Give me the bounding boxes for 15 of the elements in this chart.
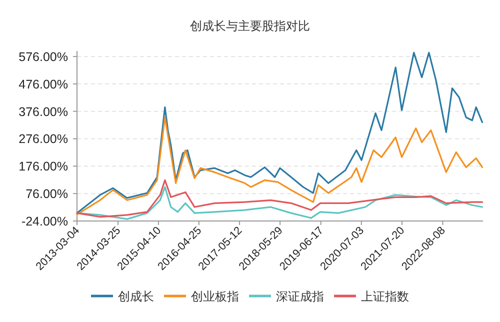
y-tick-label: 76.00%	[26, 187, 68, 202]
legend-label: 创业板指	[191, 290, 239, 304]
line-series	[76, 116, 484, 216]
line-series	[76, 52, 484, 214]
y-tick-label: 476.00%	[18, 77, 68, 92]
y-tick-label: 576.00%	[18, 50, 68, 64]
y-tick-label: 176.00%	[18, 160, 68, 174]
y-tick-label: 376.00%	[18, 104, 68, 119]
y-tick-label: 276.00%	[18, 132, 68, 146]
legend-label: 深证成指	[276, 290, 324, 304]
chart-title: 创成长与主要股指对比	[190, 19, 310, 33]
legend-label: 创成长	[118, 290, 154, 304]
legend-label: 上证指数	[361, 290, 409, 304]
line-series	[76, 179, 484, 218]
y-tick-label: -24.00%	[21, 214, 68, 228]
